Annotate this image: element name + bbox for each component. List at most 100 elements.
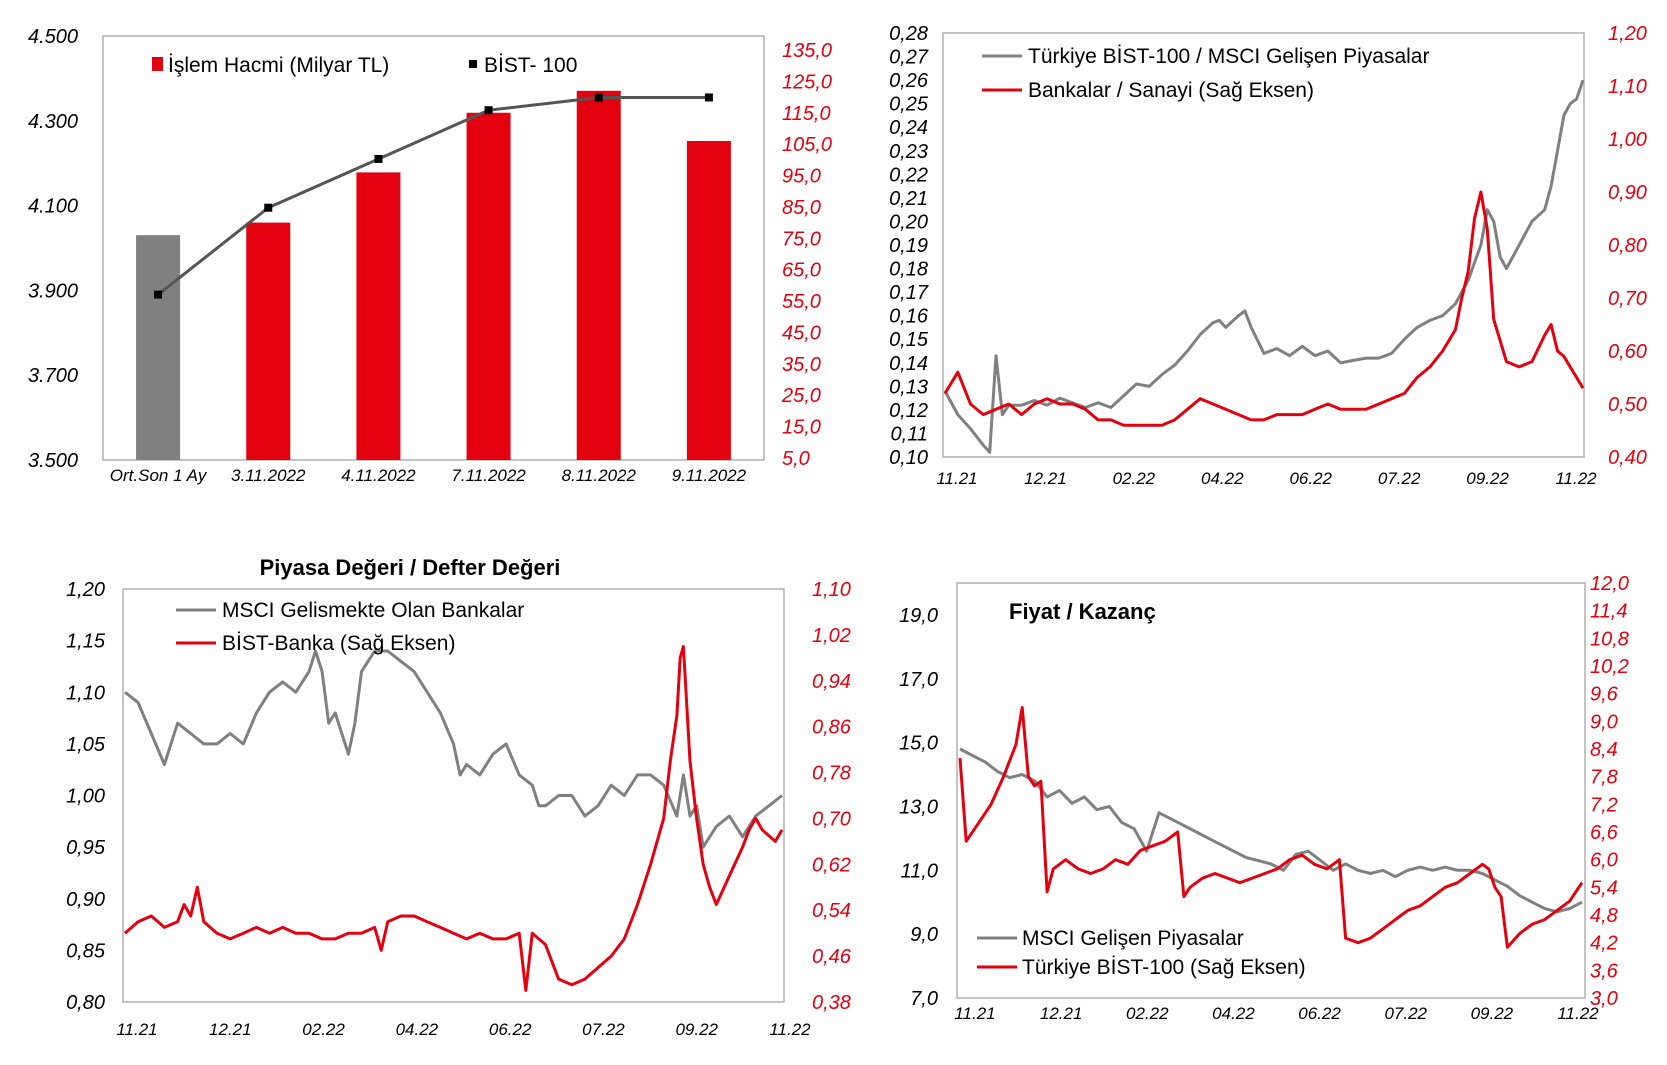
tick-label: 0,54 <box>812 900 851 922</box>
tick-label: 0,26 <box>889 70 929 92</box>
tick-label: 1,15 <box>66 631 106 653</box>
x-tick-label: Ort.Son 1 Ay <box>110 466 208 485</box>
x-tick-label: 12.21 <box>1040 1004 1083 1023</box>
tick-label: 0,46 <box>812 946 852 968</box>
volume-bar <box>356 172 401 460</box>
tick-label: 0,20 <box>889 211 928 233</box>
x-tick-label: 7.11.2022 <box>451 466 526 485</box>
x-tick-label: 4.11.2022 <box>341 466 416 485</box>
tick-label: 11,0 <box>901 860 938 882</box>
tick-label: 115,0 <box>782 103 831 125</box>
tick-label: 10,2 <box>1590 656 1629 678</box>
legend-label-msci-banks: MSCI Gelismekte Olan Bankalar <box>222 599 524 622</box>
x-tick-label: 06.22 <box>489 1020 532 1039</box>
tick-label: 0,90 <box>1608 182 1647 204</box>
volume-bar <box>466 112 511 461</box>
tick-label: 0,94 <box>812 671 851 693</box>
tick-label: 1,20 <box>66 579 105 601</box>
tick-label: 4,2 <box>1590 933 1618 955</box>
x-tick-label: 06.22 <box>1298 1004 1341 1023</box>
relative-ratio-chart: 0,100,110,120,130,140,150,160,170,180,19… <box>889 23 1647 488</box>
tick-label: 0,25 <box>889 94 929 116</box>
x-tick-label: 04.22 <box>396 1020 439 1039</box>
legend-label-bist: BİST- 100 <box>484 54 577 77</box>
x-tick-label: 11.22 <box>1555 469 1597 488</box>
left-axis-ticks: 0,80 0,85 0,90 0,95 1,00 1,05 1,10 1,15 1,20 <box>66 579 106 1014</box>
x-tick-label: 02.22 <box>1113 469 1156 488</box>
left-axis-ticks: 3.500 3.700 3.900 4.100 4.300 4.500 <box>28 26 78 472</box>
tick-label: 1,10 <box>66 682 105 704</box>
x-axis-ticks: 11.21 12.21 02.22 04.22 06.22 07.22 09.22 11.22 <box>954 1004 1599 1023</box>
tick-label: 0,85 <box>66 940 106 962</box>
x-tick-label: 3.11.2022 <box>231 466 306 485</box>
tick-label: 85,0 <box>782 197 821 219</box>
legend-label-turkiye-bist: Türkiye BİST-100 (Sağ Eksen) <box>1022 956 1306 979</box>
tick-label: 7,8 <box>1590 767 1618 789</box>
tick-label: 15,0 <box>899 733 938 755</box>
tick-label: 0,80 <box>1608 235 1647 257</box>
tick-label: 0,21 <box>889 188 928 210</box>
tick-label: 1,00 <box>1608 129 1647 151</box>
tick-label: 0,13 <box>889 376 928 398</box>
legend-label-bist-bank: BİST-Banka (Sağ Eksen) <box>222 632 455 655</box>
tick-label: 1,02 <box>812 625 851 647</box>
tick-label: 1,10 <box>1608 76 1647 98</box>
x-tick-label: 11.22 <box>1557 1004 1599 1023</box>
bist100-marker <box>374 154 383 163</box>
x-axis-ticks: 11.21 12.21 02.22 04.22 06.22 07.22 09.22 11.22 <box>116 1020 811 1039</box>
tick-label: 0,12 <box>889 400 928 422</box>
tick-label: 11,4 <box>1590 601 1627 623</box>
tick-label: 7,2 <box>1590 794 1618 816</box>
tick-label: 0,38 <box>812 992 851 1014</box>
tick-label: 4.100 <box>28 196 78 218</box>
volume-bist100-chart: 3.500 3.700 3.900 4.100 4.300 4.500 5,0 15,0 25… <box>28 26 832 485</box>
x-tick-label: 8.11.2022 <box>562 466 637 485</box>
tick-label: 0,86 <box>812 717 852 739</box>
series-line-right <box>124 644 784 992</box>
tick-label: 0,78 <box>812 763 851 785</box>
tick-label: 0,60 <box>1608 341 1647 363</box>
tick-label: 0,70 <box>1608 288 1647 310</box>
legend-swatch-volume <box>152 57 163 71</box>
tick-label: 25,0 <box>781 385 821 407</box>
x-axis-ticks: Ort.Son 1 Ay 3.11.2022 4.11.2022 7.11.2022 8… <box>110 466 747 485</box>
tick-label: 0,40 <box>1608 447 1647 469</box>
right-axis-ticks: 0,38 0,46 0,54 0,62 0,70 0,78 0,86 0,94 1,02 1,10 <box>812 579 852 1014</box>
left-axis-ticks: 0,100,110,120,130,140,150,160,170,180,19… <box>889 23 929 469</box>
x-tick-label: 06.22 <box>1289 469 1332 488</box>
bist100-marker <box>154 290 163 299</box>
series-line-left <box>943 79 1585 454</box>
bist100-marker <box>484 106 493 115</box>
tick-label: 9,0 <box>1590 711 1618 733</box>
tick-label: 0,19 <box>889 235 928 257</box>
tick-label: 8,4 <box>1590 739 1618 761</box>
x-tick-label: 09.22 <box>1466 469 1509 488</box>
tick-label: 1,00 <box>66 786 105 808</box>
tick-label: 10,8 <box>1590 628 1629 650</box>
tick-label: 0,22 <box>889 164 928 186</box>
bist100-marker <box>264 203 273 212</box>
tick-label: 3.900 <box>28 280 78 302</box>
tick-label: 9,0 <box>910 924 938 946</box>
x-tick-label: 11.21 <box>936 469 977 488</box>
x-tick-label: 09.22 <box>675 1020 718 1039</box>
tick-label: 3.700 <box>28 365 78 387</box>
tick-label: 19,0 <box>899 605 938 627</box>
tick-label: 75,0 <box>782 228 821 250</box>
tick-label: 105,0 <box>782 134 832 156</box>
right-axis-ticks: 0,40 0,50 0,60 0,70 0,80 0,90 1,00 1,10 1,20 <box>1608 23 1647 469</box>
legend: İşlem Hacmi (Milyar TL) BİST- 100 <box>152 54 577 77</box>
left-axis-ticks: 7,0 9,0 11,0 13,0 15,0 17,0 19,0 <box>899 605 938 1010</box>
tick-label: 125,0 <box>782 71 832 93</box>
legend-label-volume: İşlem Hacmi (Milyar TL) <box>168 54 389 77</box>
tick-label: 12,0 <box>1590 573 1629 595</box>
tick-label: 0,80 <box>66 992 105 1014</box>
x-tick-label: 07.22 <box>1378 469 1421 488</box>
tick-label: 95,0 <box>782 166 821 188</box>
tick-label: 0,14 <box>889 353 928 375</box>
tick-label: 0,24 <box>889 117 928 139</box>
chart-title: Fiyat / Kazanç <box>1009 599 1156 624</box>
x-tick-label: 12.21 <box>1024 469 1067 488</box>
tick-label: 3,0 <box>1590 988 1618 1010</box>
right-axis-ticks: 3,0 3,6 4,2 4,8 5,4 6,0 6,6 7,2 7,8 8,4 9,0 9,6 10,2… <box>1590 573 1629 1010</box>
